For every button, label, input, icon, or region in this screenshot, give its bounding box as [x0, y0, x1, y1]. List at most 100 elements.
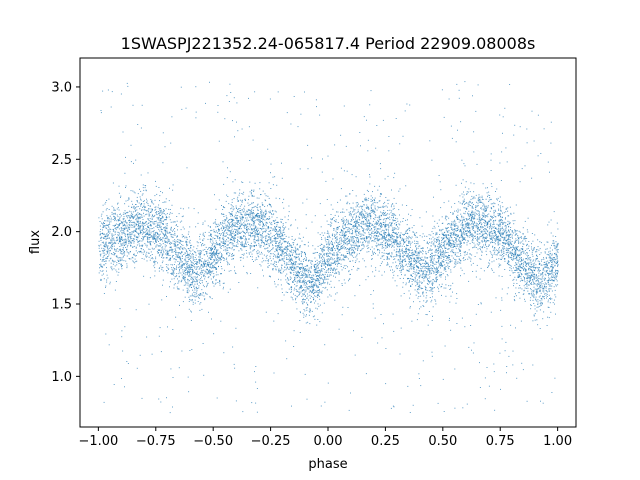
data-point [299, 320, 301, 321]
data-point [118, 268, 120, 270]
data-point [472, 207, 474, 209]
data-point [215, 240, 217, 242]
data-point [355, 236, 356, 238]
data-point [206, 264, 208, 266]
data-point [197, 262, 199, 264]
data-point [190, 246, 192, 248]
data-point [366, 225, 368, 227]
data-point [337, 254, 339, 256]
data-point [363, 244, 365, 246]
data-point [198, 260, 200, 262]
data-point [540, 287, 542, 289]
data-point [192, 281, 194, 283]
data-point [248, 97, 249, 99]
data-point [229, 230, 231, 232]
data-point [395, 266, 397, 268]
data-point [519, 253, 521, 255]
data-point [352, 232, 354, 234]
data-point [540, 400, 541, 402]
data-point [498, 250, 500, 252]
data-point [307, 168, 309, 170]
data-point [106, 270, 107, 272]
data-point [460, 245, 462, 247]
data-point [497, 242, 499, 244]
data-point [314, 290, 316, 292]
data-point [470, 215, 472, 217]
data-point [214, 221, 216, 223]
data-point [240, 212, 242, 214]
data-point [385, 220, 387, 222]
data-point [141, 194, 143, 196]
data-point [384, 214, 386, 216]
data-point [528, 245, 530, 247]
data-point [396, 233, 398, 235]
data-point [286, 254, 288, 256]
data-point [529, 250, 530, 252]
data-point [137, 241, 139, 242]
data-point [187, 254, 188, 256]
data-point [557, 260, 559, 262]
data-point [148, 248, 150, 250]
data-point [191, 282, 193, 284]
data-point [321, 292, 323, 294]
data-point [221, 229, 223, 231]
data-point [196, 295, 198, 297]
data-point [462, 219, 464, 221]
data-point [262, 223, 264, 225]
data-point [201, 269, 203, 271]
data-point [503, 238, 505, 240]
data-point [126, 217, 128, 219]
data-point [272, 184, 274, 186]
data-point [543, 289, 545, 291]
data-point [246, 229, 248, 231]
data-point [316, 259, 318, 261]
data-point [241, 254, 243, 255]
data-point [469, 236, 471, 238]
data-point [393, 213, 395, 215]
data-point [346, 241, 348, 243]
data-point [335, 230, 337, 232]
data-point [477, 238, 479, 240]
data-point [212, 265, 214, 267]
data-point [414, 276, 416, 278]
data-point [463, 239, 465, 241]
data-point [445, 219, 447, 221]
data-point [529, 280, 531, 282]
data-point [142, 225, 144, 227]
data-point [106, 247, 108, 248]
data-point [303, 316, 305, 318]
data-point [171, 212, 173, 214]
data-point [176, 245, 178, 247]
data-point [323, 245, 325, 247]
data-point [329, 265, 331, 267]
data-point [407, 263, 409, 265]
data-point [422, 276, 424, 278]
data-point [194, 289, 196, 291]
data-point [275, 245, 277, 247]
data-point [98, 272, 100, 274]
data-point [482, 235, 484, 237]
data-point [435, 268, 436, 270]
data-point [552, 276, 553, 278]
data-point [341, 219, 343, 221]
data-point [370, 207, 372, 208]
data-point [520, 237, 522, 238]
data-point [215, 226, 217, 228]
data-point [214, 283, 216, 285]
data-point [166, 254, 168, 256]
data-point [240, 220, 242, 222]
data-point [491, 216, 492, 218]
data-point [259, 231, 261, 233]
data-point [541, 264, 543, 266]
data-point [433, 225, 435, 227]
data-point [492, 217, 493, 219]
data-point [320, 282, 322, 284]
data-point [101, 247, 103, 249]
data-point [187, 253, 189, 255]
data-point [197, 266, 199, 267]
data-point [216, 254, 217, 256]
data-point [189, 268, 191, 270]
data-point [415, 294, 417, 296]
data-point [371, 255, 373, 256]
data-point [281, 242, 283, 244]
